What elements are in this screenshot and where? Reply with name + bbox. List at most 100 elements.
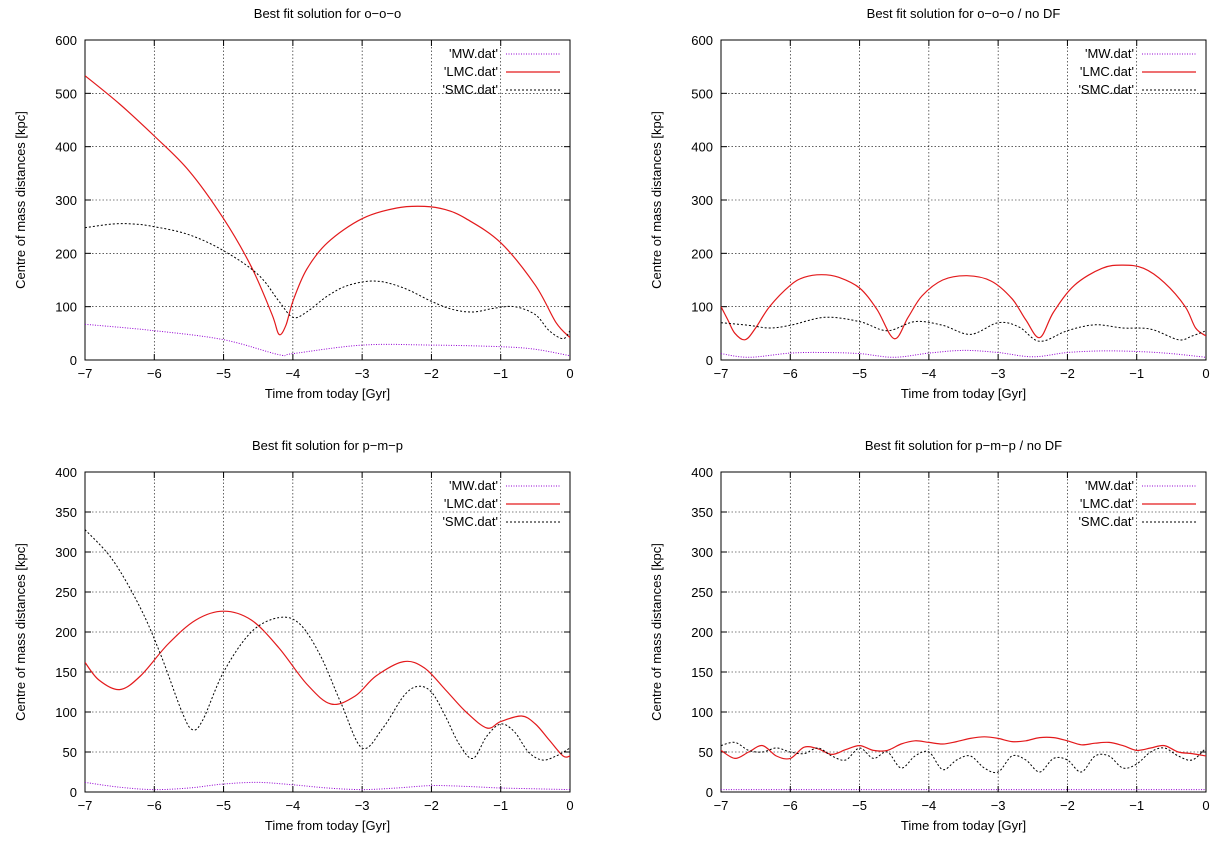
- y-tick-label: 0: [70, 785, 77, 800]
- x-tick-label: −1: [1129, 366, 1144, 381]
- series-line-3: [85, 529, 570, 761]
- x-tick-label: −2: [1060, 798, 1075, 813]
- y-tick-label: 250: [691, 585, 713, 600]
- series-line-3: [85, 223, 570, 340]
- x-tick-label: −1: [1129, 798, 1144, 813]
- x-tick-label: −4: [285, 798, 300, 813]
- y-tick-label: 400: [691, 140, 713, 155]
- y-tick-label: 200: [691, 625, 713, 640]
- y-tick-label: 300: [691, 545, 713, 560]
- x-tick-label: −3: [355, 366, 370, 381]
- y-tick-label: 300: [55, 545, 77, 560]
- legend-label: 'SMC.dat': [1078, 514, 1134, 529]
- y-tick-label: 400: [691, 465, 713, 480]
- y-tick-label: 150: [691, 665, 713, 680]
- legend-label: 'SMC.dat': [1078, 82, 1134, 97]
- y-tick-label: 200: [691, 246, 713, 261]
- series-line-2: [85, 610, 570, 758]
- y-tick-label: 350: [691, 505, 713, 520]
- x-tick-label: 0: [566, 366, 573, 381]
- y-tick-label: 50: [63, 745, 77, 760]
- chart-svg: Best fit solution for p−m−p −7 −6 −5 −4 −3 −2 −…: [13, 438, 574, 833]
- y-tick-label: 100: [691, 705, 713, 720]
- y-tick-label: 500: [55, 86, 77, 101]
- y-tick-label: 100: [55, 300, 77, 315]
- x-tick-label: 0: [1202, 798, 1209, 813]
- x-axis-label: Time from today [Gyr]: [265, 386, 390, 401]
- chart-panel-4: Best fit solution for p−m−p / no DF −7 −6 −…: [636, 432, 1218, 856]
- x-tick-label: −7: [78, 366, 93, 381]
- x-tick-label: 0: [566, 798, 573, 813]
- y-tick-label: 400: [55, 465, 77, 480]
- x-tick-label: −6: [147, 798, 162, 813]
- x-axis-label: Time from today [Gyr]: [265, 818, 390, 833]
- y-tick-label: 100: [55, 705, 77, 720]
- chart-title: Best fit solution for o−o−o / no DF: [867, 6, 1061, 21]
- x-tick-label: −4: [285, 366, 300, 381]
- x-axis-label: Time from today [Gyr]: [901, 818, 1026, 833]
- chart-svg: Best fit solution for o−o−o −7 −6 −5 −4 −3 −2 −…: [13, 6, 574, 401]
- x-tick-label: −5: [852, 798, 867, 813]
- series-line-1: [85, 323, 570, 357]
- legend-label: 'SMC.dat': [442, 82, 498, 97]
- y-tick-label: 300: [55, 193, 77, 208]
- series-line-1: [85, 781, 570, 791]
- chart-svg: Best fit solution for o−o−o / no DF −7 −6 −…: [649, 6, 1210, 401]
- y-axis-label: Centre of mass distances [kpc]: [13, 543, 28, 721]
- x-tick-label: −6: [783, 366, 798, 381]
- y-tick-label: 100: [691, 300, 713, 315]
- chart-title: Best fit solution for o−o−o: [254, 6, 401, 21]
- y-axis-label: Centre of mass distances [kpc]: [649, 111, 664, 289]
- x-tick-label: −3: [991, 366, 1006, 381]
- y-tick-label: 0: [70, 353, 77, 368]
- series-line-2: [85, 75, 570, 339]
- x-tick-label: 0: [1202, 366, 1209, 381]
- y-tick-label: 500: [691, 86, 713, 101]
- x-tick-label: −3: [991, 798, 1006, 813]
- y-tick-label: 150: [55, 665, 77, 680]
- y-tick-label: 250: [55, 585, 77, 600]
- legend-label: 'LMC.dat': [444, 64, 498, 79]
- y-tick-label: 0: [706, 353, 713, 368]
- x-tick-label: −1: [493, 366, 508, 381]
- x-tick-label: −7: [714, 798, 729, 813]
- y-tick-label: 400: [55, 140, 77, 155]
- x-tick-label: −4: [921, 366, 936, 381]
- series-line-2: [721, 264, 1206, 341]
- legend-label: 'MW.dat': [449, 46, 498, 61]
- x-tick-label: −7: [714, 366, 729, 381]
- x-tick-label: −6: [783, 798, 798, 813]
- y-tick-label: 200: [55, 625, 77, 640]
- chart-title: Best fit solution for p−m−p / no DF: [865, 438, 1062, 453]
- x-tick-label: −5: [216, 798, 231, 813]
- y-tick-label: 600: [55, 33, 77, 48]
- y-axis-label: Centre of mass distances [kpc]: [13, 111, 28, 289]
- legend-label: 'MW.dat': [1085, 478, 1134, 493]
- x-tick-label: −3: [355, 798, 370, 813]
- x-tick-label: −1: [493, 798, 508, 813]
- series-line-2: [721, 736, 1206, 760]
- y-tick-label: 0: [706, 785, 713, 800]
- y-tick-label: 200: [55, 246, 77, 261]
- chart-panel-1: Best fit solution for o−o−o −7 −6 −5 −4 −3 −2 −…: [0, 0, 609, 424]
- legend-label: 'SMC.dat': [442, 514, 498, 529]
- x-tick-label: −2: [424, 366, 439, 381]
- y-tick-label: 600: [691, 33, 713, 48]
- x-tick-label: −2: [424, 798, 439, 813]
- y-tick-label: 300: [691, 193, 713, 208]
- legend-label: 'LMC.dat': [444, 496, 498, 511]
- x-axis-label: Time from today [Gyr]: [901, 386, 1026, 401]
- legend-label: 'MW.dat': [449, 478, 498, 493]
- series-line-3: [721, 741, 1206, 774]
- series-line-3: [721, 316, 1206, 342]
- x-tick-label: −5: [216, 366, 231, 381]
- x-tick-label: −6: [147, 366, 162, 381]
- y-tick-label: 350: [55, 505, 77, 520]
- legend-label: 'LMC.dat': [1080, 496, 1134, 511]
- series-line-1: [721, 349, 1206, 358]
- chart-panel-2: Best fit solution for o−o−o / no DF −7 −6 −…: [636, 0, 1218, 424]
- chart-panel-3: Best fit solution for p−m−p −7 −6 −5 −4 −3 −2 −…: [0, 432, 609, 856]
- y-axis-label: Centre of mass distances [kpc]: [649, 543, 664, 721]
- legend-label: 'MW.dat': [1085, 46, 1134, 61]
